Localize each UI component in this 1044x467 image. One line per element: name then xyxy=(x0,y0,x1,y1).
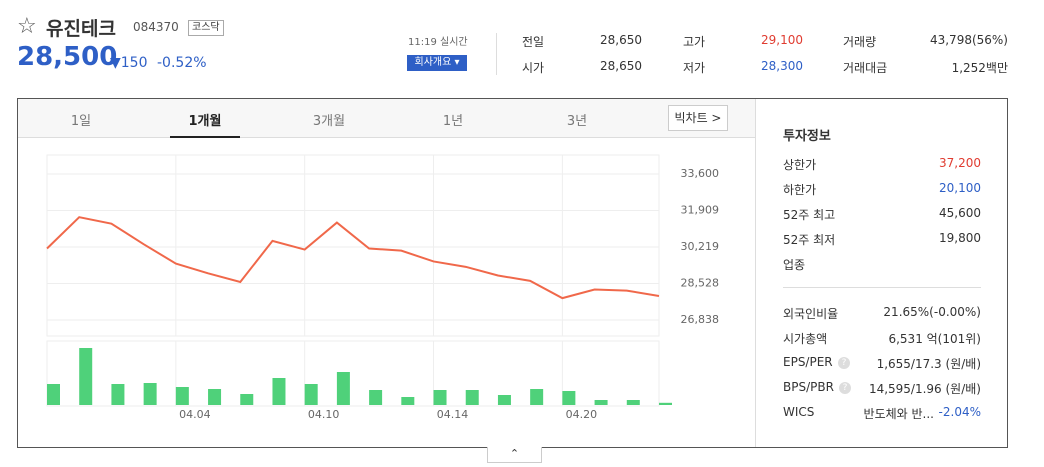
tab[interactable]: 3개월 xyxy=(312,114,346,129)
volume-bar xyxy=(433,390,447,405)
info-label: 상한가 xyxy=(783,158,817,172)
volume-bar xyxy=(79,348,93,405)
tab[interactable]: 3년 xyxy=(566,114,588,129)
y-tick-label: 31,909 xyxy=(681,204,720,217)
stat-label: 고가 xyxy=(683,35,706,49)
info-label: 업종 xyxy=(783,258,806,272)
stat-value: 1,252백만 xyxy=(951,61,1008,75)
collapse-button[interactable]: ⌃ xyxy=(487,447,542,463)
stat-label: 거래대금 xyxy=(843,61,888,75)
info-extra: -2.04% xyxy=(938,405,981,419)
info-title: 투자정보 xyxy=(783,129,831,144)
info-value: 21.65%(-0.00%) xyxy=(883,305,981,319)
tab-underline xyxy=(170,136,240,138)
market-badge: 코스닥 xyxy=(188,20,224,36)
volume-bar xyxy=(336,372,350,405)
y-tick-label: 28,528 xyxy=(681,277,720,290)
info-value: 반도체와 반... xyxy=(863,407,934,421)
y-tick-label: 30,219 xyxy=(681,240,720,253)
panel-divider xyxy=(755,99,756,447)
price-frame xyxy=(46,154,660,337)
info-value: 45,600 xyxy=(939,206,981,220)
volume-bar xyxy=(47,384,60,405)
info-label: EPS/PER xyxy=(783,355,833,369)
volume-bar xyxy=(175,387,189,405)
stat-value: 28,650 xyxy=(600,33,642,47)
stock-code: 084370 xyxy=(133,20,179,34)
help-icon: ? xyxy=(838,357,850,369)
stat-value: 29,100 xyxy=(761,33,803,47)
tab[interactable]: 1개월 xyxy=(188,114,222,129)
info-label: 52주 최고 xyxy=(783,208,836,222)
volume-bar xyxy=(626,400,640,405)
info-label: 외국인비율 xyxy=(783,307,839,321)
info-value: 1,655/17.3 (원/배) xyxy=(876,357,981,371)
tab[interactable]: 1년 xyxy=(442,114,464,129)
info-label: WICS xyxy=(783,405,815,419)
star-icon[interactable]: ☆ xyxy=(17,14,37,39)
info-value: 6,531 억(101위) xyxy=(888,332,981,346)
stat-label: 시가 xyxy=(522,61,545,75)
change-pct: -0.52% xyxy=(157,55,207,71)
x-tick-label: 04.14 xyxy=(437,408,469,421)
stock-name: 유진테크 xyxy=(46,18,116,40)
price: 28,500 xyxy=(17,42,118,72)
info-value: 37,200 xyxy=(939,156,981,170)
stat-value: 28,650 xyxy=(600,59,642,73)
volume-bar xyxy=(497,395,511,405)
info-value: 20,100 xyxy=(939,181,981,195)
stat-label: 저가 xyxy=(683,61,706,75)
volume-bar xyxy=(111,384,125,405)
tab[interactable]: 1일 xyxy=(70,114,92,129)
info-label: BPS/PBR xyxy=(783,380,834,394)
x-tick-label: 04.10 xyxy=(308,408,340,421)
stat-label: 거래량 xyxy=(843,35,877,49)
price-line xyxy=(46,216,660,300)
company-button[interactable]: 회사개요 ▾ xyxy=(407,55,467,71)
change: ▼150 xyxy=(110,55,148,71)
big-chart-button[interactable]: 빅차트 > xyxy=(668,105,728,131)
info-value: 14,595/1.96 (원/배) xyxy=(868,382,981,396)
tab-bar xyxy=(18,99,755,138)
volume-bar xyxy=(369,390,383,405)
info-label: 52주 최저 xyxy=(783,233,836,247)
volume-bar xyxy=(272,378,286,405)
stat-value: 43,798(56%) xyxy=(929,33,1008,47)
volume-bar xyxy=(208,389,222,405)
volume-bar xyxy=(401,397,415,405)
x-tick-label: 04.04 xyxy=(179,408,211,421)
volume-bar xyxy=(562,391,576,405)
x-tick-label: 04.20 xyxy=(566,408,598,421)
volume-bar xyxy=(304,384,318,405)
volume-bar xyxy=(530,389,544,405)
volume-bar xyxy=(594,400,608,405)
separator xyxy=(496,33,497,75)
y-tick-label: 33,600 xyxy=(681,167,720,180)
info-line xyxy=(783,287,981,288)
y-tick-label: 26,838 xyxy=(681,313,720,326)
time: 11:19 실시간 xyxy=(408,37,468,48)
help-icon: ? xyxy=(839,382,851,394)
volume-bar xyxy=(143,383,157,405)
info-value: 19,800 xyxy=(939,231,981,245)
stat-value: 28,300 xyxy=(761,59,803,73)
volume-frame xyxy=(46,340,660,407)
info-label: 하한가 xyxy=(783,183,817,197)
stat-label: 전일 xyxy=(522,35,545,49)
volume-bar xyxy=(240,394,254,405)
volume-bar xyxy=(659,402,672,405)
info-label: 시가총액 xyxy=(783,332,828,346)
volume-bar xyxy=(465,390,479,405)
